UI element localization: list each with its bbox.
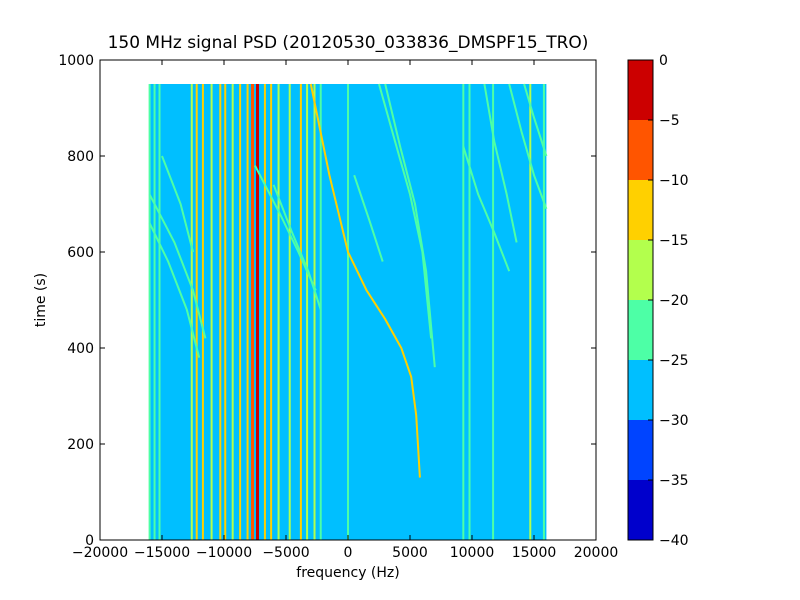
colorbar-segment [628, 300, 653, 360]
doppler-track [254, 165, 317, 291]
chart-title: 150 MHz signal PSD (20120530_033836_DMSP… [108, 33, 589, 53]
x-tick-label: 15000 [512, 545, 557, 561]
doppler-track [148, 222, 201, 358]
doppler-track [508, 83, 548, 210]
colorbar-tick-label: −20 [659, 293, 689, 309]
colorbar-tick-label: −15 [659, 233, 689, 249]
doppler-track [148, 193, 207, 339]
x-tick-label: −10000 [196, 545, 252, 561]
doppler-track [384, 83, 436, 368]
x-tick-label: 10000 [450, 545, 495, 561]
colorbar-segment [628, 120, 653, 180]
colorbar-segment [628, 180, 653, 240]
doppler-track [523, 83, 548, 157]
x-tick-label: 20000 [574, 545, 619, 561]
colorbar-segment [628, 360, 653, 420]
colorbar-segment [628, 60, 653, 120]
colorbar-tick-label: −35 [659, 473, 689, 489]
plot-area [99, 59, 597, 541]
y-tick-label: 600 [67, 245, 94, 261]
x-tick-label: 0 [344, 545, 353, 561]
colorbar: 0 −5 −10 −15 −20 −25 −30 −35 −40 [627, 53, 689, 549]
doppler-track [462, 146, 511, 272]
x-axis-label: frequency (Hz) [296, 565, 399, 581]
colorbar-tick-label: −30 [659, 413, 689, 429]
colorbar-segment [628, 240, 653, 300]
colorbar-segment [628, 480, 653, 540]
colorbar-segment [628, 420, 653, 480]
y-axis-label: time (s) [33, 273, 49, 327]
doppler-track [309, 83, 421, 478]
y-tick-label: 800 [67, 149, 94, 165]
doppler-track [272, 184, 322, 310]
doppler-track [483, 83, 518, 243]
y-tick-label: 0 [85, 533, 94, 549]
colorbar-tick-label: 0 [659, 53, 668, 69]
x-tick-label: −20000 [72, 545, 128, 561]
x-axis: −20000 −15000 −10000 −5000 0 5000 10000 15000 20… [72, 60, 618, 561]
y-axis: 0 200 400 600 800 1000 [58, 53, 596, 549]
y-tick-label: 1000 [58, 53, 94, 69]
heatmap [148, 83, 548, 540]
colorbar-tick-label: −40 [659, 533, 689, 549]
x-tick-label: −15000 [134, 545, 190, 561]
y-tick-label: 400 [67, 341, 94, 357]
x-tick-label: 5000 [392, 545, 428, 561]
colorbar-tick-label: −25 [659, 353, 689, 369]
doppler-track [161, 155, 194, 253]
doppler-track [353, 174, 384, 262]
x-tick-label: −5000 [262, 545, 309, 561]
y-tick-label: 200 [67, 437, 94, 453]
colorbar-tick-label: −5 [659, 113, 680, 129]
colorbar-tick-label: −10 [659, 173, 689, 189]
doppler-track [378, 83, 433, 339]
